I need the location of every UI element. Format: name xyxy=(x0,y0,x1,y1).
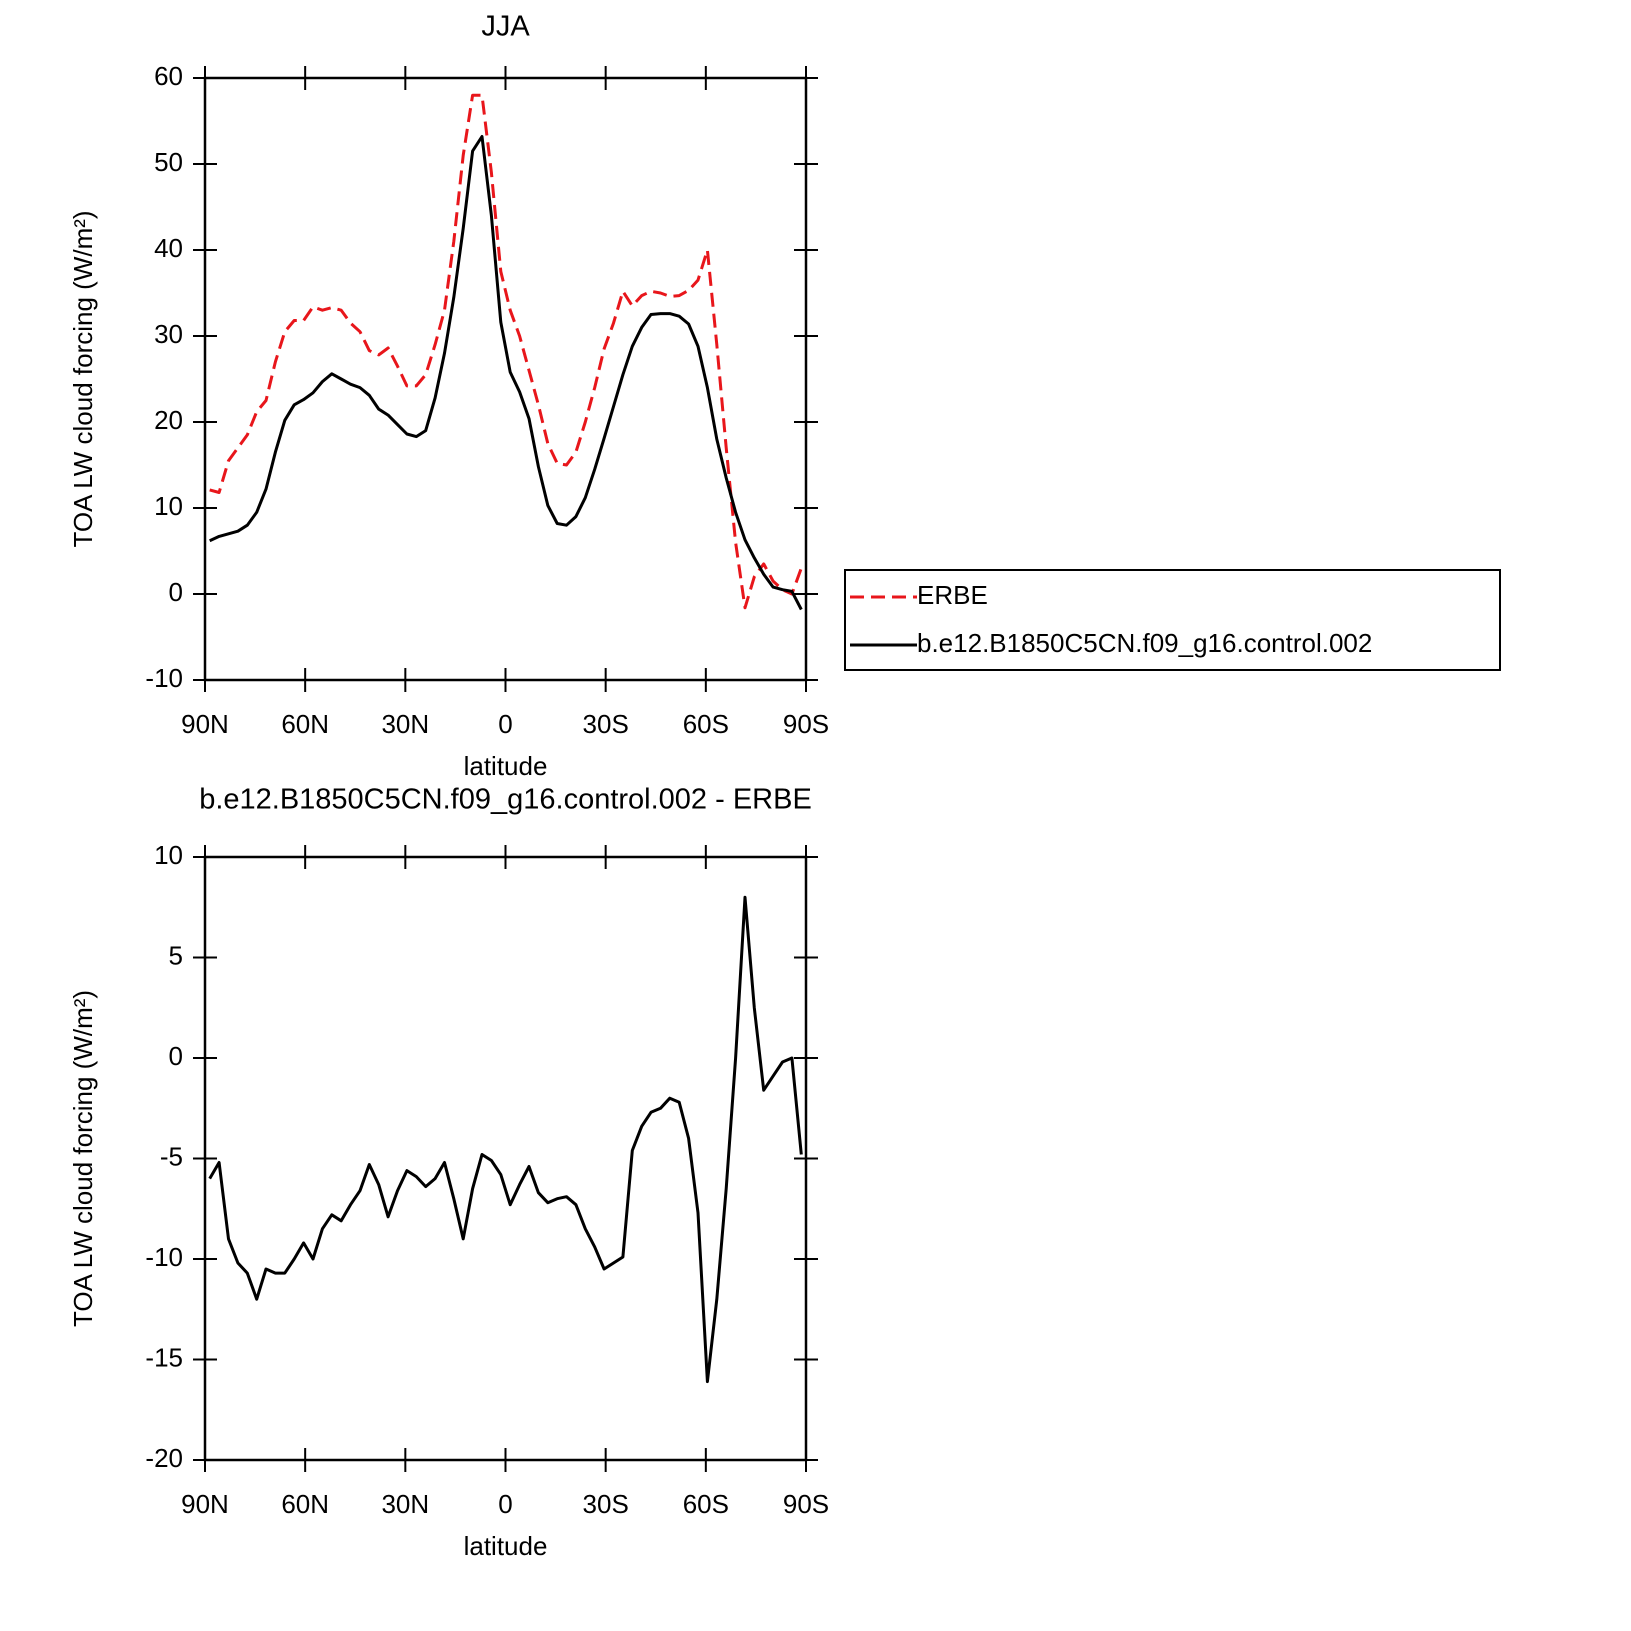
x-tick-label: 30S xyxy=(583,1489,629,1519)
x-tick-label: 90N xyxy=(181,709,229,739)
y-tick-label: 50 xyxy=(154,147,183,177)
x-tick-label: 90N xyxy=(181,1489,229,1519)
x-tick-label: 30N xyxy=(381,1489,429,1519)
y-tick-label: 10 xyxy=(154,491,183,521)
x-tick-label: 60S xyxy=(683,709,729,739)
plot-frame xyxy=(203,855,808,1462)
x-tick-label: 60S xyxy=(683,1489,729,1519)
x-tick-label: 30S xyxy=(583,709,629,739)
data-line xyxy=(209,93,803,610)
chart-title: JJA xyxy=(481,11,530,43)
y-tick-label: 30 xyxy=(154,319,183,349)
chart-title: b.e12.B1850C5CN.f09_g16.control.002 - ER… xyxy=(199,784,812,816)
x-axis-label: latitude xyxy=(464,751,548,781)
x-tick-label: 0 xyxy=(498,709,512,739)
legend-label: b.e12.B1850C5CN.f09_g16.control.002 xyxy=(917,628,1372,658)
legend-label: ERBE xyxy=(917,580,988,610)
y-axis-label: TOA LW cloud forcing (W/m²) xyxy=(68,990,98,1327)
y-axis-label: TOA LW cloud forcing (W/m²) xyxy=(68,210,98,547)
y-tick-label: -15 xyxy=(145,1342,183,1372)
legend-box xyxy=(844,569,1501,671)
plot-frame xyxy=(203,76,808,682)
x-tick-label: 60N xyxy=(281,1489,329,1519)
y-tick-label: -20 xyxy=(145,1443,183,1473)
data-line xyxy=(209,135,803,611)
y-tick-label: 10 xyxy=(154,840,183,870)
y-tick-label: 0 xyxy=(169,577,183,607)
y-tick-label: -10 xyxy=(145,1242,183,1272)
x-tick-label: 90S xyxy=(783,709,829,739)
x-tick-label: 60N xyxy=(281,709,329,739)
data-line xyxy=(208,895,803,1384)
y-tick-label: 40 xyxy=(154,233,183,263)
x-tick-label: 30N xyxy=(381,709,429,739)
y-tick-label: 0 xyxy=(169,1041,183,1071)
y-tick-label: 20 xyxy=(154,405,183,435)
x-tick-label: 90S xyxy=(783,1489,829,1519)
y-tick-label: 5 xyxy=(169,940,183,970)
y-tick-label: -5 xyxy=(160,1141,183,1171)
y-tick-label: -10 xyxy=(145,663,183,693)
x-tick-label: 0 xyxy=(498,1489,512,1519)
x-axis-label: latitude xyxy=(464,1531,548,1561)
y-tick-label: 60 xyxy=(154,61,183,91)
